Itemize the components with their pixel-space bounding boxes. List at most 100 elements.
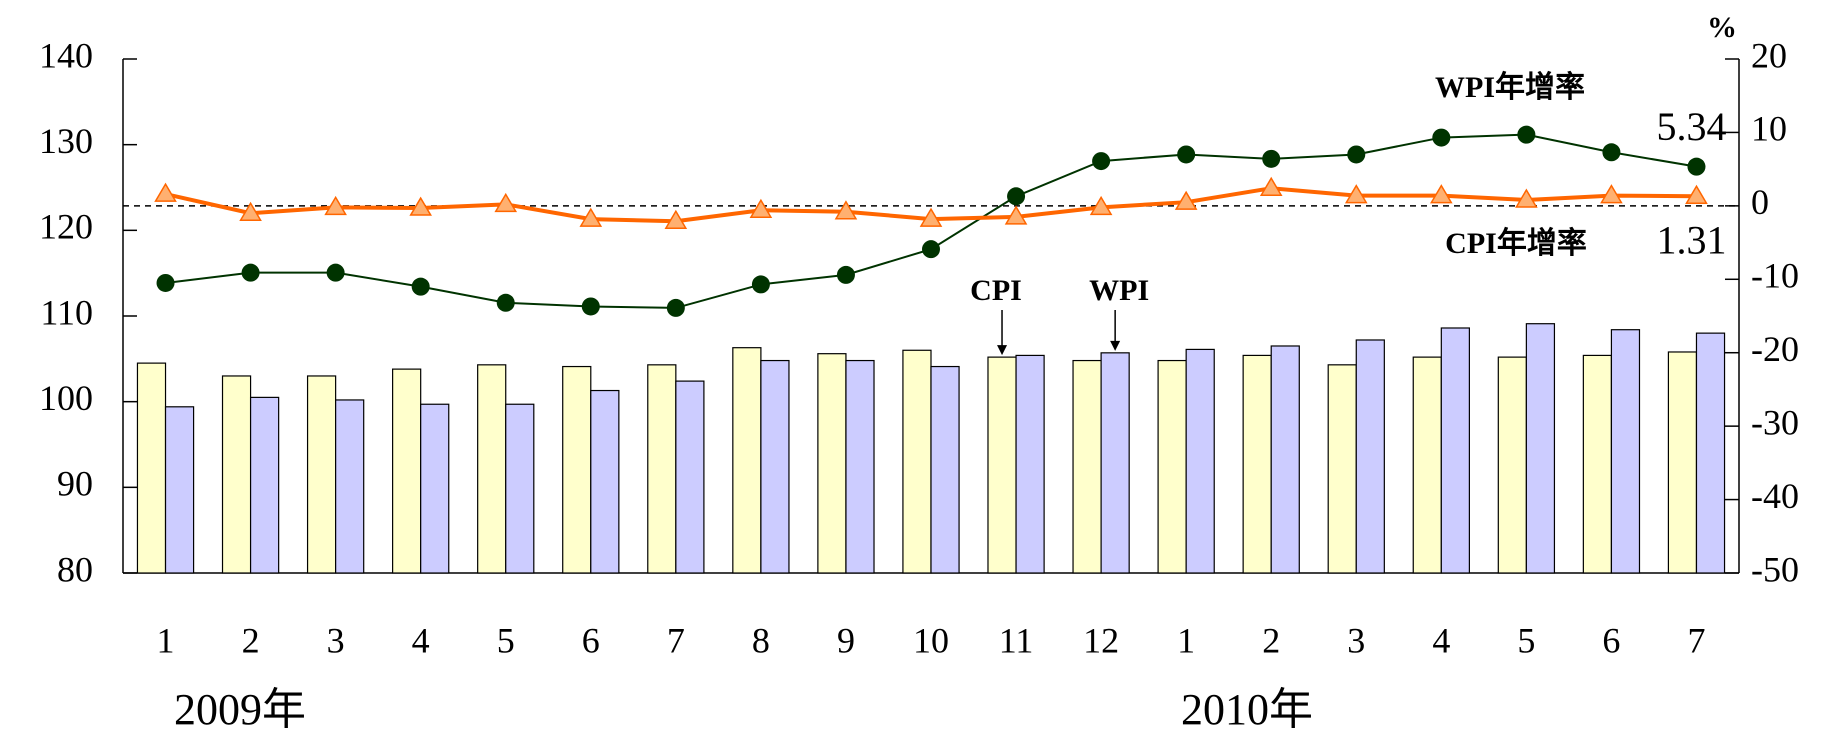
bar xyxy=(1327,364,1357,574)
point xyxy=(1600,184,1623,204)
y-tick-label: 90 xyxy=(57,464,93,504)
bar xyxy=(335,399,365,574)
point xyxy=(1262,149,1281,168)
y2-tick-label: -50 xyxy=(1751,549,1799,589)
point xyxy=(1089,195,1113,216)
point xyxy=(1007,187,1026,206)
x-tick-label: 4 xyxy=(1432,620,1450,660)
bar xyxy=(930,365,960,574)
year-label: 2009年 xyxy=(174,685,306,734)
x-tick-label: 8 xyxy=(752,620,770,660)
x-tick-label: 1 xyxy=(1177,620,1195,660)
y-tick-label: 120 xyxy=(39,207,93,247)
arrow-head xyxy=(997,345,1008,356)
bar xyxy=(1185,348,1215,574)
bar xyxy=(1610,329,1641,574)
bar xyxy=(420,403,450,574)
year-label: 2010年 xyxy=(1181,685,1313,734)
y2-tick-label: -20 xyxy=(1751,329,1799,369)
bar xyxy=(1270,345,1300,574)
point xyxy=(1602,143,1621,162)
point xyxy=(1517,125,1536,144)
point xyxy=(324,195,347,216)
y-tick-label: 100 xyxy=(39,378,93,418)
point xyxy=(834,200,858,220)
point xyxy=(494,192,518,213)
point xyxy=(1515,188,1538,208)
bar xyxy=(1157,359,1187,574)
point xyxy=(751,275,770,294)
point xyxy=(664,209,688,230)
point xyxy=(922,240,940,259)
point xyxy=(581,297,600,316)
bar xyxy=(732,347,762,574)
bar xyxy=(1695,332,1726,574)
point xyxy=(326,263,345,282)
point xyxy=(749,198,773,219)
x-tick-label: 4 xyxy=(412,620,430,660)
bar xyxy=(1497,356,1527,574)
point xyxy=(1344,184,1368,204)
point xyxy=(1432,128,1451,147)
x-tick-label: 10 xyxy=(913,620,949,660)
point xyxy=(241,263,260,282)
y-tick-label: 130 xyxy=(39,121,93,161)
bar xyxy=(902,349,932,574)
bar xyxy=(164,406,195,574)
point xyxy=(496,293,515,312)
y2-tick-label: 20 xyxy=(1751,35,1787,75)
bar xyxy=(221,375,252,574)
point xyxy=(1685,184,1708,204)
series-label: CPI xyxy=(970,274,1022,307)
bar xyxy=(1100,352,1130,574)
bar xyxy=(392,368,422,574)
bar xyxy=(249,396,280,574)
bar xyxy=(647,364,677,574)
data-label: 5.34 xyxy=(1656,104,1726,149)
x-tick-label: 12 xyxy=(1083,620,1119,660)
y2-tick-label: 0 xyxy=(1751,182,1769,222)
point xyxy=(1347,145,1366,164)
bar xyxy=(477,364,507,574)
point xyxy=(1687,157,1706,176)
y2-tick-label: 10 xyxy=(1751,109,1787,149)
point xyxy=(1430,184,1453,204)
series-label: WPI xyxy=(1089,274,1149,307)
bar xyxy=(306,375,337,574)
point xyxy=(1259,176,1283,196)
point xyxy=(1092,152,1111,171)
bar xyxy=(675,380,705,574)
bar xyxy=(1440,327,1470,574)
bar xyxy=(1242,354,1272,574)
point xyxy=(156,273,175,292)
bar xyxy=(1072,359,1102,574)
bar xyxy=(590,389,620,574)
bar xyxy=(136,362,167,574)
bar xyxy=(1667,351,1698,574)
x-tick-label: 9 xyxy=(837,620,855,660)
x-tick-label: 2 xyxy=(1262,620,1280,660)
x-tick-label: 5 xyxy=(497,620,515,660)
point xyxy=(239,201,262,221)
bar xyxy=(1582,354,1613,574)
point xyxy=(409,196,432,216)
x-tick-label: 1 xyxy=(157,620,175,660)
x-tick-label: 7 xyxy=(667,620,685,660)
series-label: WPI年增率 xyxy=(1435,71,1585,104)
x-tick-label: 11 xyxy=(999,620,1034,660)
bar xyxy=(845,359,875,574)
bar xyxy=(1015,354,1045,574)
x-tick-label: 3 xyxy=(327,620,345,660)
y2-tick-label: -30 xyxy=(1751,402,1799,442)
bar xyxy=(562,365,592,574)
y-tick-label: 110 xyxy=(40,292,93,332)
point xyxy=(1174,190,1198,210)
arrow-head xyxy=(1110,340,1121,351)
x-tick-label: 7 xyxy=(1687,620,1705,660)
point xyxy=(154,182,177,202)
y-tick-label: 80 xyxy=(57,549,93,589)
bar xyxy=(505,403,535,574)
bar xyxy=(987,356,1017,574)
bar xyxy=(817,353,847,574)
